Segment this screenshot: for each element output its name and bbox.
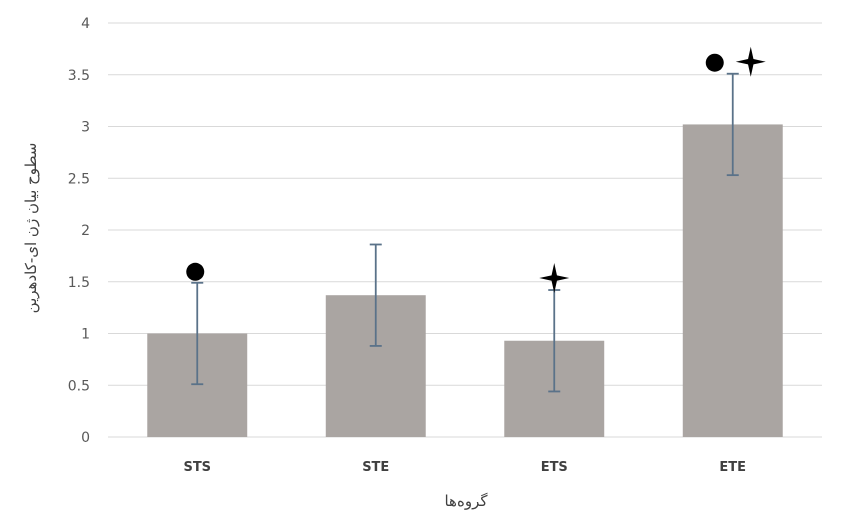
y-tick-label: 3 — [81, 120, 90, 136]
x-category-label: STS — [183, 460, 211, 475]
markers-ete — [705, 46, 766, 77]
y-axis-title: سطوح بیان ژن ای-کادهرین — [22, 143, 40, 314]
x-category-label: STE — [362, 460, 389, 475]
y-tick-label: 2 — [81, 223, 90, 239]
y-tick-label: 2.5 — [68, 171, 90, 187]
error-bar-ste — [369, 243, 382, 347]
markers-ets — [539, 263, 570, 294]
y-axis-ticks: 0 0.5 1 1.5 2 2.5 3 3.5 4 — [68, 16, 90, 446]
x-axis-title: گروه‌ها — [444, 492, 488, 510]
x-category-label: ETE — [719, 460, 746, 475]
y-tick-label: 0.5 — [68, 378, 90, 394]
y-tick-label: 4 — [81, 16, 90, 32]
star-marker — [539, 263, 570, 294]
y-tick-label: 1.5 — [68, 275, 90, 291]
error-bar-sts — [191, 281, 204, 386]
bars — [147, 124, 783, 438]
significance-markers — [186, 46, 766, 294]
error-bar-ete — [726, 72, 739, 177]
star-marker — [735, 46, 766, 77]
error-bars — [191, 72, 739, 393]
x-category-label: ETS — [541, 460, 568, 475]
circle-marker — [705, 53, 724, 72]
y-tick-label: 3.5 — [68, 68, 90, 84]
x-axis-categories: STS STE ETS ETE — [183, 460, 746, 475]
markers-sts — [186, 262, 205, 281]
circle-marker — [186, 262, 205, 281]
y-tick-label: 0 — [81, 430, 90, 446]
y-tick-label: 1 — [81, 327, 90, 343]
bar-ete — [682, 124, 783, 438]
